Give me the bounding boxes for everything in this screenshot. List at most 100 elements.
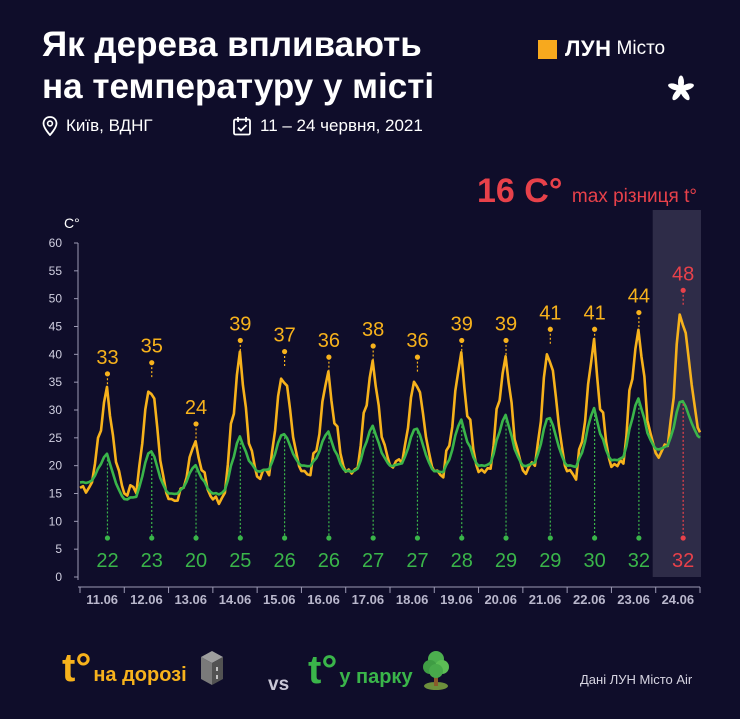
legend-road: t° на дорозі: [62, 648, 227, 688]
road-peak-dot: [414, 354, 421, 360]
park-peak-dot: [149, 535, 155, 541]
x-tick-label: 20.06: [484, 592, 517, 607]
park-peak-label: 27: [406, 550, 428, 572]
park-peak-label: 25: [229, 550, 251, 572]
road-peak-dot: [636, 309, 642, 316]
park-peak-dot: [370, 535, 376, 541]
x-tick-label: 11.06: [86, 592, 118, 607]
x-tick-label: 17.06: [352, 592, 385, 607]
x-tick-label: 16.06: [307, 592, 340, 607]
legend-vs: vs: [268, 674, 290, 695]
road-peak-label: 36: [406, 330, 428, 352]
chart-title: Як дерева впливають на температуру у міс…: [42, 24, 512, 108]
park-peak-dot: [680, 535, 686, 541]
road-peak-label: 24: [185, 397, 207, 419]
y-tick-label: 5: [55, 542, 62, 556]
x-tick-label: 13.06: [174, 592, 207, 607]
y-tick-label: 10: [49, 514, 63, 528]
x-tick-label: 22.06: [573, 592, 606, 607]
max-difference-caption: max різниця t°: [572, 186, 697, 207]
road-peak-dot: [370, 343, 376, 349]
park-tree-icon: [422, 651, 449, 690]
y-tick-label: 30: [49, 403, 63, 417]
park-peak-label: 32: [628, 550, 650, 572]
road-peak-dot: [547, 326, 553, 332]
date-meta: 11 – 24 червня, 2021: [232, 116, 423, 136]
x-tick-label: 14.06: [219, 592, 252, 607]
road-peak-label: 41: [583, 302, 605, 324]
y-axis-label: C°: [64, 215, 80, 231]
park-peak-label: 32: [672, 550, 694, 572]
series-line-road: [79, 313, 702, 506]
road-peak-dot: [326, 354, 332, 360]
brand-sub: Місто: [616, 38, 666, 59]
park-peak-label: 26: [318, 550, 340, 572]
road-peak-label: 33: [96, 347, 118, 369]
y-tick-label: 35: [49, 375, 63, 389]
road-peak-dot: [104, 371, 111, 377]
park-peak-label: 28: [451, 550, 473, 572]
road-peak-label: 36: [318, 330, 340, 352]
x-tick-label: 21.06: [529, 592, 562, 607]
park-peak-dot: [193, 535, 199, 541]
x-tick-label: 23.06: [617, 592, 650, 607]
park-peak-dot: [636, 535, 642, 541]
max-difference-value: 16 C°: [477, 172, 572, 210]
series-line-park: [79, 397, 701, 501]
brand-square-icon: [538, 39, 557, 59]
y-tick-label: 60: [49, 236, 63, 250]
y-tick-label: 25: [49, 431, 63, 445]
date-text: 11 – 24 червня, 2021: [260, 116, 423, 135]
park-peak-dot: [414, 535, 421, 541]
brand-logo: ЛУН Місто: [538, 36, 665, 62]
park-peak-label: 30: [583, 550, 605, 572]
park-peak-dot: [104, 535, 111, 541]
park-peak-label: 27: [362, 550, 384, 572]
x-tick-label: 24.06: [662, 592, 695, 607]
y-tick-label: 55: [49, 264, 63, 278]
y-tick-label: 45: [49, 320, 63, 334]
park-peak-dot: [459, 535, 465, 541]
data-source: Дані ЛУН Місто Air: [580, 672, 693, 687]
road-peak-label: 48: [672, 263, 694, 285]
road-peak-dot: [282, 348, 288, 355]
road-peak-label: 39: [451, 313, 473, 335]
road-peak-dot: [459, 337, 465, 344]
y-tick-label: 40: [49, 347, 63, 361]
location-meta: Київ, ВДНГ: [42, 116, 153, 136]
location-pin-icon: [42, 116, 58, 136]
calendar-icon: [233, 117, 251, 136]
road-peak-label: 44: [628, 286, 650, 308]
title-line-1: Як дерева впливають: [42, 25, 422, 64]
road-peak-label: 37: [273, 325, 295, 347]
legend-park: t° у парку: [308, 648, 451, 692]
park-peak-label: 29: [539, 550, 561, 572]
legend-road-label: на дорозі: [93, 663, 187, 686]
road-building-icon: [200, 651, 223, 685]
legend-road-t: t°: [62, 646, 92, 690]
park-peak-dot: [547, 535, 553, 541]
road-peak-label: 39: [495, 313, 517, 335]
y-tick-label: 0: [55, 570, 62, 584]
road-peak-dot: [592, 326, 598, 332]
road-peak-dot: [503, 337, 509, 344]
x-tick-label: 12.06: [130, 592, 163, 607]
park-peak-label: 26: [273, 550, 295, 572]
brand-name: ЛУН: [565, 36, 612, 61]
park-peak-label: 22: [96, 550, 118, 572]
location-text: Київ, ВДНГ: [66, 116, 153, 135]
park-peak-dot: [237, 535, 243, 541]
x-tick-label: 18.06: [396, 592, 429, 607]
road-peak-label: 38: [362, 319, 384, 341]
road-peak-dot: [149, 360, 155, 366]
road-peak-dot: [193, 421, 199, 427]
park-peak-label: 29: [495, 550, 517, 572]
x-tick-label: 15.06: [263, 592, 296, 607]
road-peak-dot: [680, 287, 686, 293]
road-peak-label: 39: [229, 313, 251, 335]
park-peak-dot: [592, 535, 598, 541]
legend-park-t: t°: [308, 648, 338, 692]
title-line-2: на температуру у місті: [42, 67, 435, 106]
park-peak-dot: [503, 535, 509, 541]
